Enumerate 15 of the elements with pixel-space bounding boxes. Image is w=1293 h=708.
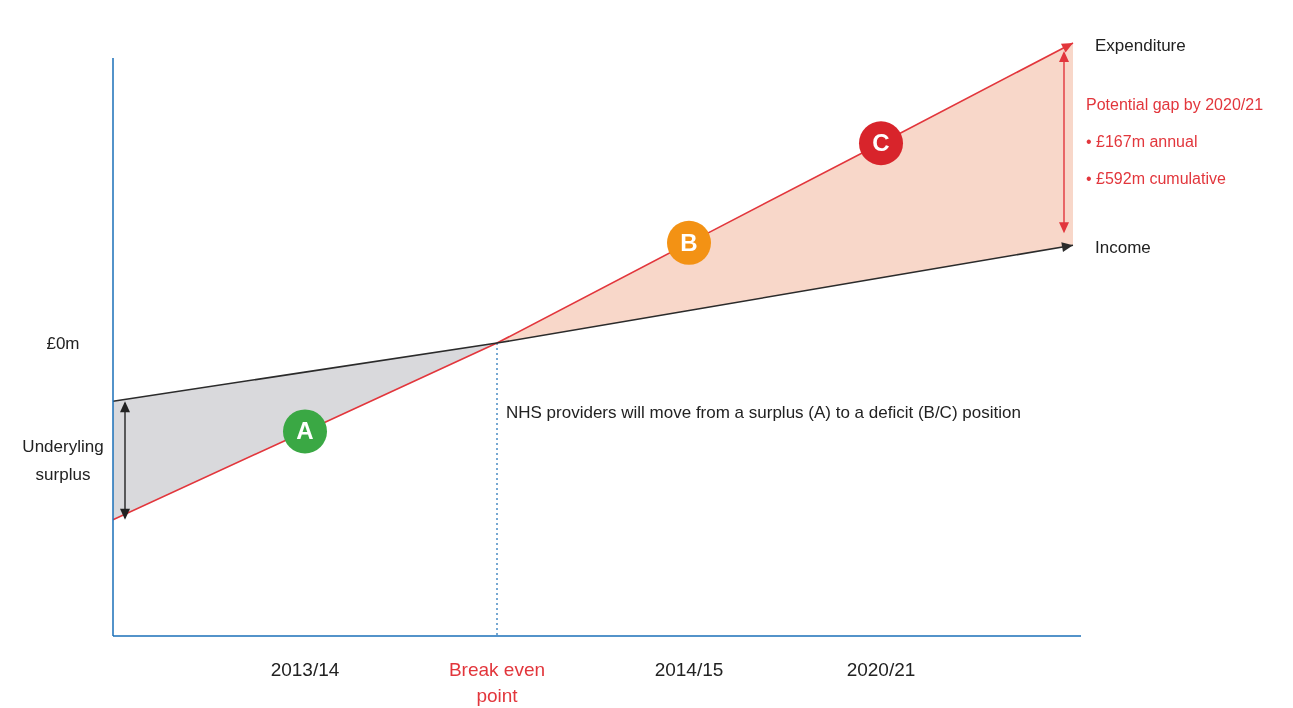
text: • £167m annual: [1086, 133, 1198, 151]
x-tick-label: 2014/15: [654, 659, 724, 680]
annotation: A: [296, 417, 314, 445]
annotation: B: [680, 228, 698, 256]
x-tick-label: Break even point: [448, 659, 546, 706]
annotation: C: [872, 129, 890, 157]
text: • £592m cumulative: [1086, 170, 1226, 188]
x-tick-label: 2020/21: [846, 659, 916, 680]
annotation: NHS providers will move from a surplus (A) to a deficit (B/C) position: [506, 403, 1021, 422]
text: Potential gap by 2020/21: [1086, 96, 1264, 114]
text: Underyling surplus: [22, 437, 104, 485]
text: £0m: [46, 334, 80, 354]
series-label: Income: [1095, 238, 1151, 258]
x-tick-label: 2013/14: [270, 659, 340, 680]
legend-label: Expenditure: [1095, 36, 1186, 55]
